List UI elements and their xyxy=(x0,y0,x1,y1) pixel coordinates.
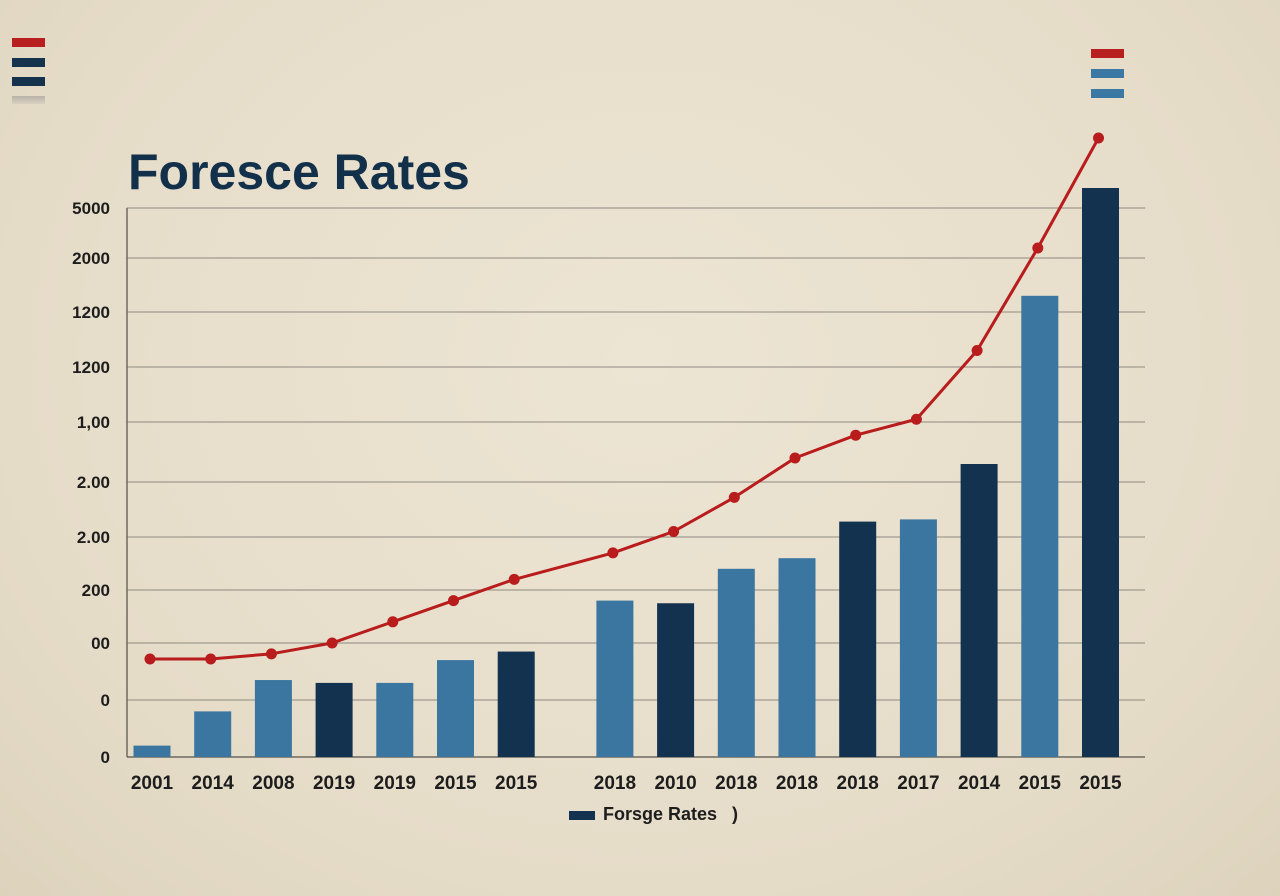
corner-stripes-top-right-icon xyxy=(1091,49,1125,101)
line-point xyxy=(205,653,217,665)
legend-trailing-paren: ) xyxy=(732,804,738,824)
x-tick-label: 2001 xyxy=(131,773,174,794)
x-tick-label: 2018 xyxy=(776,773,818,794)
x-tick-label: 2019 xyxy=(313,773,355,794)
x-tick-label: 2018 xyxy=(594,773,636,794)
bar xyxy=(657,603,695,757)
line-point xyxy=(728,491,740,503)
bar xyxy=(839,521,877,757)
legend-swatch xyxy=(569,811,595,820)
y-tick-label: 00 xyxy=(91,634,110,653)
x-tick-label: 2018 xyxy=(837,773,879,794)
x-tick-label: 2015 xyxy=(434,773,477,794)
bar xyxy=(194,711,232,757)
x-tick-label: 2017 xyxy=(897,773,939,794)
y-tick-label: 5000 xyxy=(72,199,110,218)
stripe-blue xyxy=(1091,69,1124,78)
bar xyxy=(376,682,414,757)
bar xyxy=(899,519,937,757)
line-point xyxy=(607,547,619,559)
y-tick-label: 200 xyxy=(82,581,110,600)
line-point xyxy=(326,637,338,649)
bar xyxy=(778,558,816,757)
stripe-dark xyxy=(12,58,45,67)
line-point xyxy=(508,573,520,585)
bar xyxy=(437,660,474,757)
line-point xyxy=(971,345,983,356)
bar xyxy=(960,464,998,757)
x-tick-label: 2015 xyxy=(1079,773,1122,794)
y-tick-label: 1200 xyxy=(72,303,110,322)
line-point xyxy=(1032,242,1044,254)
x-tick-label: 2014 xyxy=(958,773,1001,794)
bar xyxy=(254,680,292,757)
bar xyxy=(1082,188,1119,757)
y-tick-label: 0 xyxy=(101,748,110,767)
x-tick-label: 2014 xyxy=(192,773,235,794)
bar xyxy=(497,651,535,757)
y-tick-label: 2.00 xyxy=(77,528,110,547)
x-axis-tick-labels: 2001 2014 2008 2019 2019 2015 2015 2018 2010 2018… xyxy=(131,773,1122,794)
x-tick-label: 2018 xyxy=(715,773,757,794)
bar xyxy=(596,600,634,757)
bars xyxy=(133,188,1119,757)
y-tick-label: 0 xyxy=(101,691,110,710)
x-tick-label: 2010 xyxy=(654,773,696,794)
line-point xyxy=(668,526,680,537)
stripe-dark xyxy=(12,77,45,86)
y-tick-label: 1,00 xyxy=(77,413,110,432)
line-point xyxy=(910,413,922,425)
stripe-red xyxy=(12,38,45,47)
x-tick-label: 2019 xyxy=(374,773,416,794)
line-point xyxy=(1093,132,1104,144)
stripe-grey xyxy=(12,96,45,104)
bar xyxy=(1021,295,1059,757)
stripe-red xyxy=(1091,49,1124,58)
line-point xyxy=(850,429,862,441)
legend-label: Forsge Rates xyxy=(603,804,717,824)
stripe-blue xyxy=(1091,89,1124,98)
line-point xyxy=(265,648,277,660)
legend: Forsge Rates ) xyxy=(569,804,738,824)
bar xyxy=(717,568,755,757)
line-point xyxy=(448,595,459,607)
line-point xyxy=(387,616,399,628)
y-tick-label: 2.00 xyxy=(77,473,110,492)
x-tick-label: 2015 xyxy=(1019,773,1062,794)
series-line xyxy=(150,137,1100,661)
line-series xyxy=(144,132,1104,665)
bar xyxy=(315,682,353,757)
y-tick-label: 1200 xyxy=(72,358,110,377)
x-tick-label: 2008 xyxy=(252,773,294,794)
corner-stripes-top-left-icon xyxy=(12,38,46,108)
bar xyxy=(133,745,171,757)
line-point xyxy=(789,452,801,464)
chart-title: Foresce Rates xyxy=(128,144,470,200)
x-tick-label: 2015 xyxy=(495,773,538,794)
y-tick-label: 2000 xyxy=(72,249,110,268)
line-point xyxy=(144,653,156,665)
